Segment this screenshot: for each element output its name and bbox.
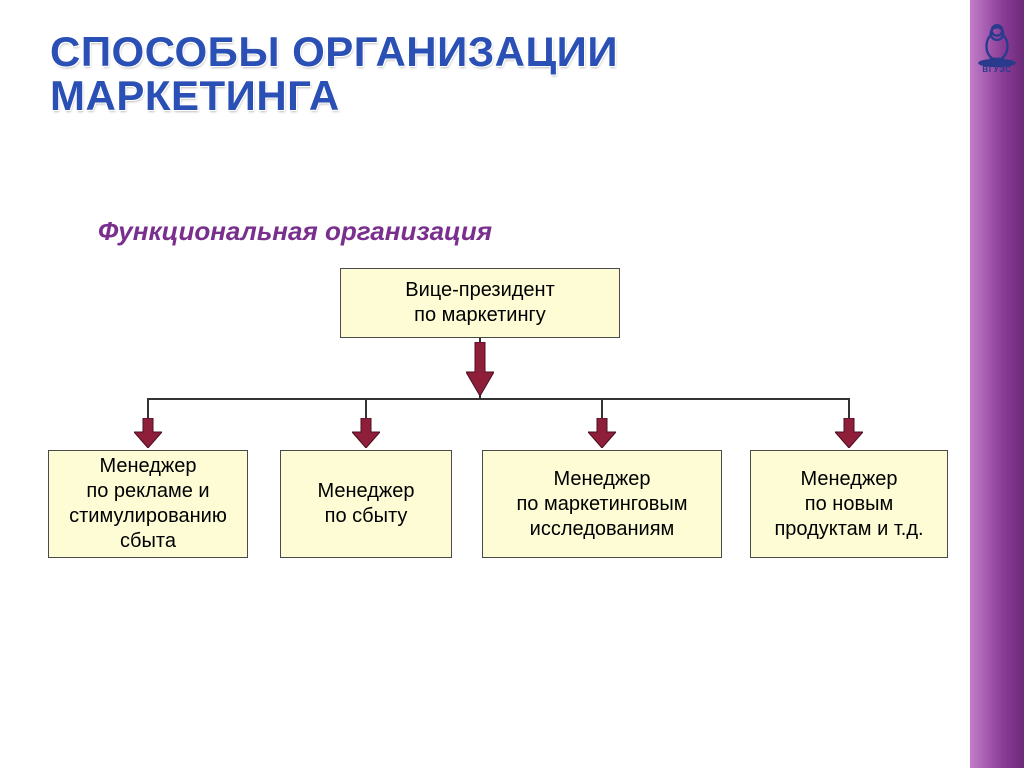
root-node: Вице-президент по маркетингу	[340, 268, 620, 338]
child-text: Менеджер	[553, 468, 650, 490]
child-text: Менеджер	[99, 455, 196, 477]
decorative-sidebar: ВГУЭС	[970, 0, 1024, 768]
root-line2: по маркетингу	[414, 304, 546, 326]
child-text: сбыта	[120, 530, 176, 552]
child-text: Менеджер	[317, 480, 414, 502]
child-text: стимулированию	[69, 505, 227, 527]
child-text: исследованиям	[530, 518, 675, 540]
title-line-2: МАРКЕТИНГА	[50, 72, 340, 119]
child-text: Менеджер	[800, 468, 897, 490]
arrow-down-icon	[134, 418, 162, 448]
child-node: Менеджер по новым продуктам и т.д.	[750, 450, 948, 558]
child-text: по сбыту	[325, 505, 408, 527]
arrow-down-icon	[466, 342, 494, 396]
arrow-down-icon	[588, 418, 616, 448]
thinker-icon	[976, 21, 1018, 67]
arrow-down-icon	[835, 418, 863, 448]
connector-line	[148, 398, 848, 400]
arrow-down-icon	[352, 418, 380, 448]
title-line-1: СПОСОБЫ ОРГАНИЗАЦИИ	[50, 28, 618, 75]
child-text: продуктам и т.д.	[774, 518, 923, 540]
university-logo: ВГУЭС	[976, 14, 1018, 74]
child-text: по новым	[805, 493, 893, 515]
child-node: Менеджер по рекламе и стимулированию сбы…	[48, 450, 248, 558]
child-node: Менеджер по сбыту	[280, 450, 452, 558]
root-line1: Вице-президент	[405, 279, 555, 301]
child-node: Менеджер по маркетинговым исследованиям	[482, 450, 722, 558]
slide-subtitle: Функциональная организация	[98, 216, 492, 247]
child-text: по маркетинговым	[516, 493, 687, 515]
logo-label: ВГУЭС	[982, 65, 1011, 74]
org-chart: Вице-президент по маркетингу Менеджер по…	[30, 268, 950, 588]
slide-title: СПОСОБЫ ОРГАНИЗАЦИИ МАРКЕТИНГА	[50, 30, 618, 118]
child-text: по рекламе и	[86, 480, 209, 502]
